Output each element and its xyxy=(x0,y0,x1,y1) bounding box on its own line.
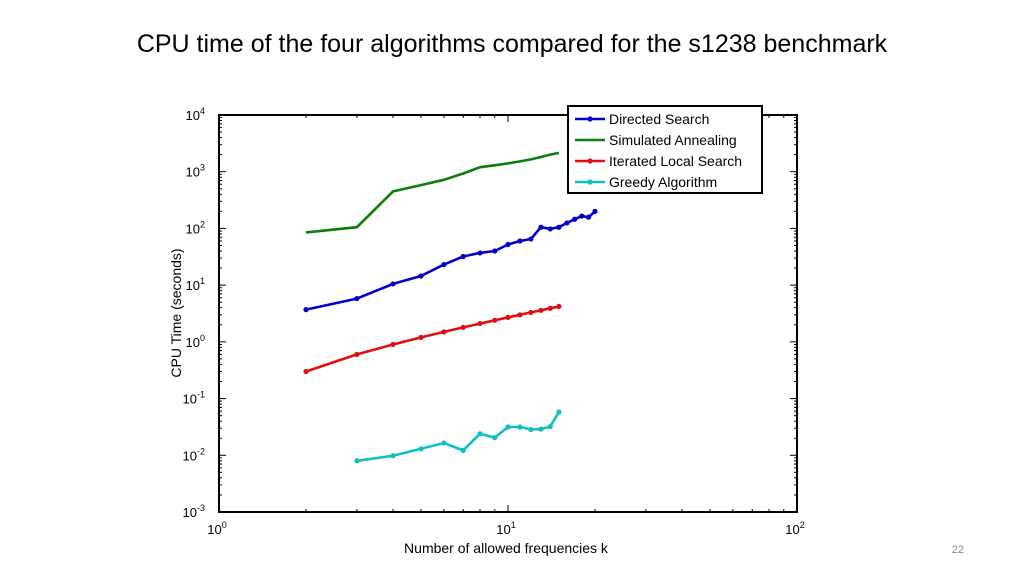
data-point xyxy=(571,216,578,222)
data-point xyxy=(460,447,466,453)
axes: 100 101 102 10-3 10-2 10-1 100 101 102 103 104 xyxy=(183,106,805,537)
legend-label: Simulated Annealing xyxy=(609,132,737,148)
data-point xyxy=(556,409,562,415)
legend-label: Directed Search xyxy=(609,111,709,127)
series-iterated-local-search xyxy=(303,303,562,375)
legend-marker xyxy=(587,158,593,164)
data-point xyxy=(418,446,424,452)
data-point xyxy=(579,213,585,219)
legend-item-greedy-algorithm: Greedy Algorithm xyxy=(575,174,717,190)
data-point xyxy=(547,305,553,311)
data-point xyxy=(528,236,534,242)
data-point xyxy=(547,226,553,232)
data-point xyxy=(528,309,534,316)
data-point xyxy=(538,426,544,432)
legend-label: Iterated Local Search xyxy=(609,153,742,169)
y-tick-label: 102 xyxy=(186,219,205,236)
data-point xyxy=(354,295,360,302)
data-point xyxy=(517,238,523,244)
data-point xyxy=(477,250,483,256)
series-line-simulated-annealing xyxy=(305,151,560,234)
data-point xyxy=(303,307,309,313)
legend-marker xyxy=(587,116,593,122)
data-point xyxy=(477,320,483,327)
legend-box xyxy=(567,105,763,194)
data-point xyxy=(390,281,396,287)
data-point xyxy=(547,424,553,430)
data-point xyxy=(556,224,562,230)
x-axis-label: Number of allowed frequencies k xyxy=(404,540,609,556)
y-axis-label: CPU Time (seconds) xyxy=(168,248,184,377)
slide-title: CPU time of the four algorithms compared… xyxy=(136,30,888,58)
data-point xyxy=(505,241,511,248)
data-point xyxy=(441,440,447,446)
y-tick-label: 101 xyxy=(186,276,205,293)
data-point xyxy=(505,314,511,320)
axis-frame xyxy=(218,114,798,513)
legend-item-directed-search: Directed Search xyxy=(575,111,709,127)
series-layer xyxy=(303,151,598,464)
data-point xyxy=(492,435,498,441)
data-point xyxy=(492,248,498,254)
legend-item-simulated-annealing: Simulated Annealing xyxy=(575,132,737,148)
data-point xyxy=(592,208,598,214)
legend: Directed Search Simulated Annealing Iterat… xyxy=(567,105,763,194)
data-point xyxy=(390,453,396,459)
data-point xyxy=(441,262,447,268)
data-point xyxy=(354,458,360,464)
y-tick-label: 10-3 xyxy=(183,503,205,520)
data-point xyxy=(564,220,570,226)
y-tick-label: 10-2 xyxy=(183,446,205,463)
legend-marker xyxy=(587,179,593,185)
x-tick-label: 101 xyxy=(496,520,515,537)
data-point xyxy=(492,317,498,323)
data-point xyxy=(556,303,562,310)
series-greedy-algorithm xyxy=(354,409,562,464)
data-point xyxy=(505,424,511,430)
data-point xyxy=(538,307,544,313)
data-point xyxy=(517,312,523,318)
x-tick-label: 102 xyxy=(785,520,804,537)
y-tick-label: 100 xyxy=(186,333,205,350)
data-point xyxy=(418,273,424,279)
legend-item-iterated-local-search: Iterated Local Search xyxy=(575,153,742,169)
data-point xyxy=(585,214,592,220)
y-tick-label: 103 xyxy=(186,163,205,180)
y-tick-label: 104 xyxy=(186,106,205,123)
data-point xyxy=(303,368,309,375)
legend-label: Greedy Algorithm xyxy=(609,174,717,190)
data-point xyxy=(538,224,544,230)
series-directed-search xyxy=(303,208,598,313)
data-point xyxy=(418,334,424,340)
data-point xyxy=(477,431,483,437)
series-simulated-annealing xyxy=(305,151,560,234)
page-number: 22 xyxy=(951,544,964,556)
data-point xyxy=(441,329,447,335)
data-point xyxy=(517,424,523,430)
data-point xyxy=(528,426,534,433)
y-tick-label: 10-1 xyxy=(183,390,205,407)
data-point xyxy=(390,341,396,348)
data-point xyxy=(460,324,466,330)
x-tick-label: 100 xyxy=(207,520,226,537)
data-point xyxy=(460,253,466,260)
data-point xyxy=(354,351,360,358)
